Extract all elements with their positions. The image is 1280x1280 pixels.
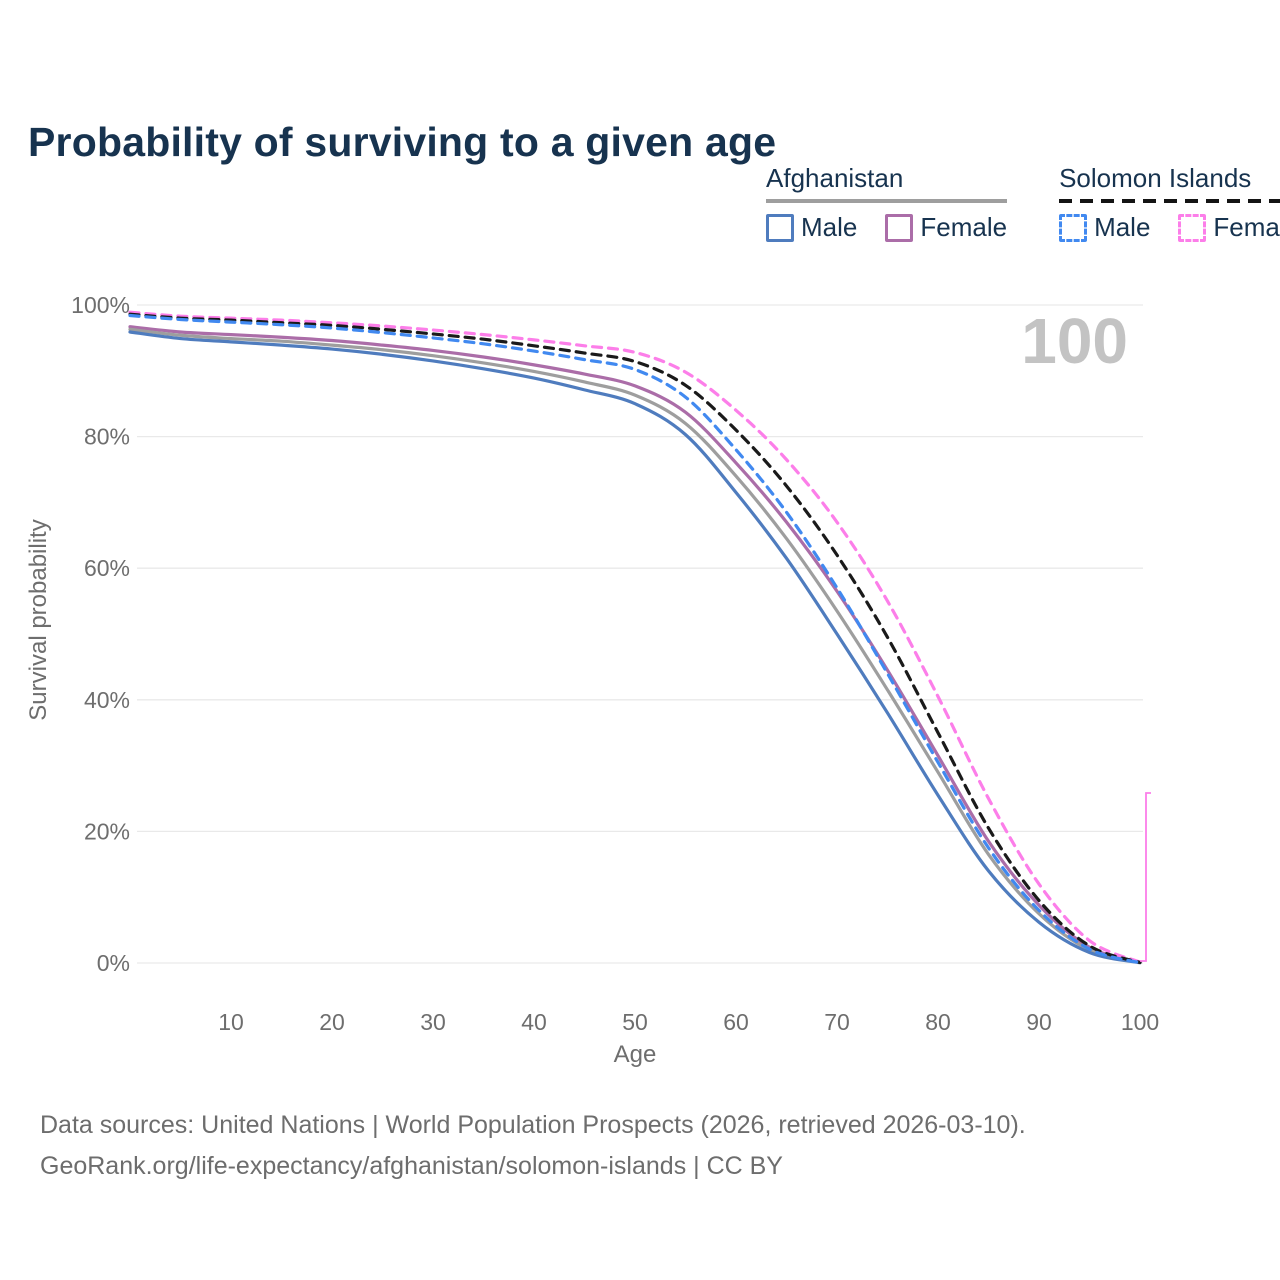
legend-underline-solomon-islands (1059, 199, 1280, 203)
series-line-afghanistan-male (128, 330, 1142, 965)
legend-item-label: Female (920, 212, 1008, 242)
y-tick-label: 60% (84, 555, 130, 581)
legend-country-afghanistan: Afghanistan (766, 163, 904, 193)
legend-item-label: Male (801, 212, 858, 242)
x-tick-label: 90 (1026, 1009, 1052, 1035)
y-tick-label: 80% (84, 424, 130, 450)
x-tick-label: 20 (319, 1009, 345, 1035)
legend-item-afghanistan-male[interactable]: Male (766, 212, 857, 243)
y-tick-label: 0% (97, 950, 130, 976)
series-line-solomon-islands-male (128, 313, 1142, 965)
y-tick-label: 20% (84, 818, 130, 844)
footer: Data sources: United Nations | World Pop… (40, 1105, 1026, 1187)
data-sources-line: Data sources: United Nations | World Pop… (40, 1111, 1026, 1139)
x-tick-label: 10 (218, 1009, 244, 1035)
y-axis-title: Survival probability (25, 519, 52, 720)
legend-underline-afghanistan (766, 199, 1008, 203)
x-tick-label: 70 (824, 1009, 850, 1035)
afghanistan-female-swatch-icon (885, 213, 914, 242)
solomon-islands-male-swatch-icon (1059, 213, 1088, 242)
legend-group-solomon-islands: Solomon Islands Male Female (1059, 163, 1280, 243)
legend-item-solomon-islands-female[interactable]: Female (1178, 212, 1280, 243)
end-label-connector (1140, 792, 1151, 962)
x-axis-title: Age (614, 1041, 657, 1068)
solomon-islands-female-swatch-icon (1178, 213, 1207, 242)
x-tick-label: 60 (723, 1009, 749, 1035)
series-line-afghanistan-both (128, 327, 1142, 965)
legend-item-afghanistan-female[interactable]: Female (885, 212, 1007, 243)
page-title: Probability of surviving to a given age (28, 119, 777, 166)
x-tick-label: 30 (420, 1009, 446, 1035)
watermark-age: 100 (1021, 305, 1128, 377)
y-tick-label: 100% (71, 292, 130, 318)
series-line-solomon-islands-both (128, 312, 1142, 965)
series-line-afghanistan-female (128, 325, 1142, 964)
x-tick-label: 40 (521, 1009, 547, 1035)
x-tick-label: 100 (1121, 1009, 1159, 1035)
legend-group-afghanistan: Afghanistan Male Female (766, 163, 1008, 243)
citation-line: GeoRank.org/life-expectancy/afghanistan/… (40, 1152, 783, 1180)
x-tick-label: 50 (622, 1009, 648, 1035)
legend-country-solomon-islands: Solomon Islands (1059, 163, 1252, 193)
legend-item-label: Male (1094, 212, 1151, 242)
chart-legend: Afghanistan Male Female Solomon Islands … (766, 163, 1280, 243)
afghanistan-male-swatch-icon (766, 213, 794, 242)
series-line-solomon-islands-female (128, 310, 1142, 964)
y-tick-label: 40% (84, 687, 130, 713)
x-tick-label: 80 (925, 1009, 951, 1035)
legend-item-label: Female (1213, 212, 1280, 242)
legend-item-solomon-islands-male[interactable]: Male (1059, 212, 1150, 243)
